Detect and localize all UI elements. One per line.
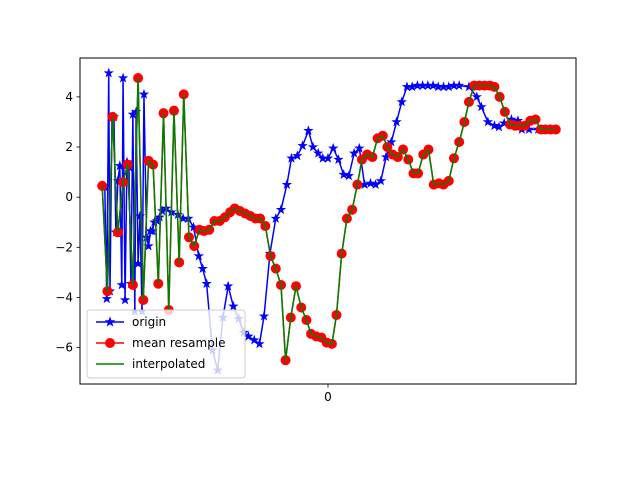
data-point-origin <box>270 213 281 223</box>
data-point-origin <box>482 116 494 127</box>
data-point-origin <box>427 80 439 90</box>
data-point-origin <box>307 141 319 152</box>
y-tick-label: 4 <box>65 90 73 104</box>
data-point-origin <box>141 231 152 242</box>
data-point-origin <box>454 80 465 90</box>
x-axis: 0 <box>324 384 332 404</box>
data-point-origin <box>101 293 112 304</box>
data-point-origin <box>365 177 376 188</box>
data-point-origin <box>103 67 114 78</box>
legend-label-mean-resample: mean resample <box>132 336 226 350</box>
data-point-origin <box>328 142 339 153</box>
legend-box <box>86 309 246 379</box>
legend-entry-interpolated: interpolated <box>96 357 205 371</box>
data-point-origin <box>322 152 334 163</box>
data-point-origin <box>119 294 131 305</box>
y-tick-label: 0 <box>65 190 73 204</box>
data-point-origin <box>297 140 308 151</box>
data-point-origin <box>476 101 487 112</box>
legend-entry-origin: origin <box>96 315 166 329</box>
legend-label-origin: origin <box>132 315 166 329</box>
data-point-origin <box>354 142 365 153</box>
series-line-interpolated <box>101 77 556 361</box>
data-point-origin <box>286 152 297 163</box>
series-layer <box>97 67 561 375</box>
y-tick-label: −6 <box>55 341 73 355</box>
data-point-origin <box>333 154 344 164</box>
y-tick-label: −2 <box>55 240 73 254</box>
legend: origin mean resample interpolated <box>86 309 246 379</box>
data-point-origin <box>201 278 212 289</box>
data-point-origin <box>303 125 314 136</box>
plot-frame <box>79 57 577 385</box>
x-tick-label: 0 <box>324 390 332 404</box>
data-point-origin <box>117 72 129 83</box>
data-point-origin <box>391 116 402 127</box>
y-tick-label: 2 <box>65 140 73 154</box>
data-point-origin <box>396 96 407 107</box>
data-point-origin <box>249 334 260 345</box>
y-tick-label: −4 <box>55 290 73 304</box>
data-point-origin <box>471 91 482 102</box>
legend-label-interpolated: interpolated <box>132 357 205 371</box>
y-axis: −6 −4 −2 0 2 4 <box>55 90 80 355</box>
data-point-origin <box>134 210 146 221</box>
legend-entry-mean-resample: mean resample <box>96 336 226 350</box>
data-point-origin <box>254 338 265 349</box>
data-point-origin <box>343 170 355 181</box>
series-interpolated <box>101 77 556 361</box>
data-point-origin <box>197 263 208 274</box>
data-point-origin <box>292 150 303 161</box>
data-point-origin <box>132 258 144 269</box>
legend-star-icon <box>104 316 116 327</box>
data-point-origin <box>313 147 324 158</box>
data-point-origin <box>116 279 127 290</box>
data-point-origin <box>228 300 239 311</box>
data-point-origin <box>222 280 234 291</box>
data-point-origin <box>375 175 387 186</box>
legend-circle-icon <box>105 338 115 348</box>
data-point-origin <box>193 250 204 261</box>
data-point-origin <box>338 169 349 179</box>
data-point-origin <box>275 204 287 215</box>
data-point-origin <box>138 88 150 99</box>
data-point-origin <box>281 179 293 190</box>
data-point-origin <box>258 310 270 321</box>
data-point-origin <box>386 136 397 147</box>
